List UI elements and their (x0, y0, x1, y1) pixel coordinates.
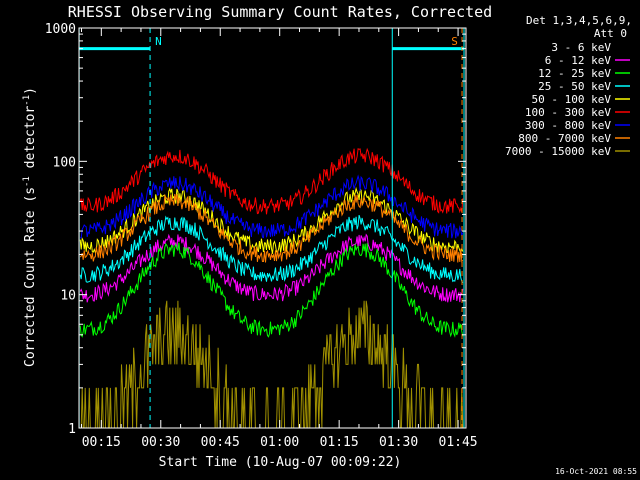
legend-header: Det 1,3,4,5,6,9, (526, 14, 632, 27)
x-tick-label: 00:15 (82, 435, 121, 450)
series-line (79, 186, 464, 254)
x-tick-label: 01:30 (379, 435, 418, 450)
series-line (79, 233, 464, 303)
plot-frame (78, 27, 467, 429)
legend-label: 800 - 7000 keV (518, 132, 611, 145)
series-line (79, 147, 464, 215)
series-line (79, 214, 464, 284)
series-line (80, 174, 464, 239)
y-tick-label: 100 (53, 155, 76, 170)
legend-label: 12 - 25 keV (538, 67, 611, 80)
chart-title: RHESSI Observing Summary Count Rates, Co… (68, 3, 492, 21)
legend-label: 300 - 800 keV (525, 119, 611, 132)
footer-timestamp: 16-Oct-2021 08:55 (555, 467, 637, 476)
legend-label: 6 - 12 keV (545, 54, 612, 67)
y-tick-label: 1 (68, 422, 76, 437)
series-line (79, 193, 464, 263)
series-line (79, 245, 464, 374)
x-tick-label: 01:45 (439, 435, 478, 450)
legend-label: 3 - 6 keV (551, 41, 611, 54)
x-axis-label: Start Time (10-Aug-07 00:09:22) (159, 455, 402, 470)
y-tick-label: 10 (60, 289, 76, 304)
x-tick-label: 00:45 (201, 435, 240, 450)
y-tick-label: 1000 (45, 22, 76, 37)
legend-header: Att 0 (594, 27, 627, 40)
legend-label: 100 - 300 keV (525, 106, 611, 119)
x-tick-label: 01:00 (260, 435, 299, 450)
legend-label: 25 - 50 keV (538, 80, 611, 93)
y-axis-label: Corrected Count Rate (s-1 detector-1) (22, 87, 38, 367)
x-tick-label: 00:30 (141, 435, 180, 450)
series-line (79, 242, 464, 338)
annotation-label: S (451, 35, 458, 48)
annotation-label: N (155, 35, 162, 48)
x-tick-label: 01:15 (320, 435, 359, 450)
legend-label: 7000 - 15000 keV (505, 145, 611, 158)
legend-label: 50 - 100 keV (532, 93, 612, 106)
